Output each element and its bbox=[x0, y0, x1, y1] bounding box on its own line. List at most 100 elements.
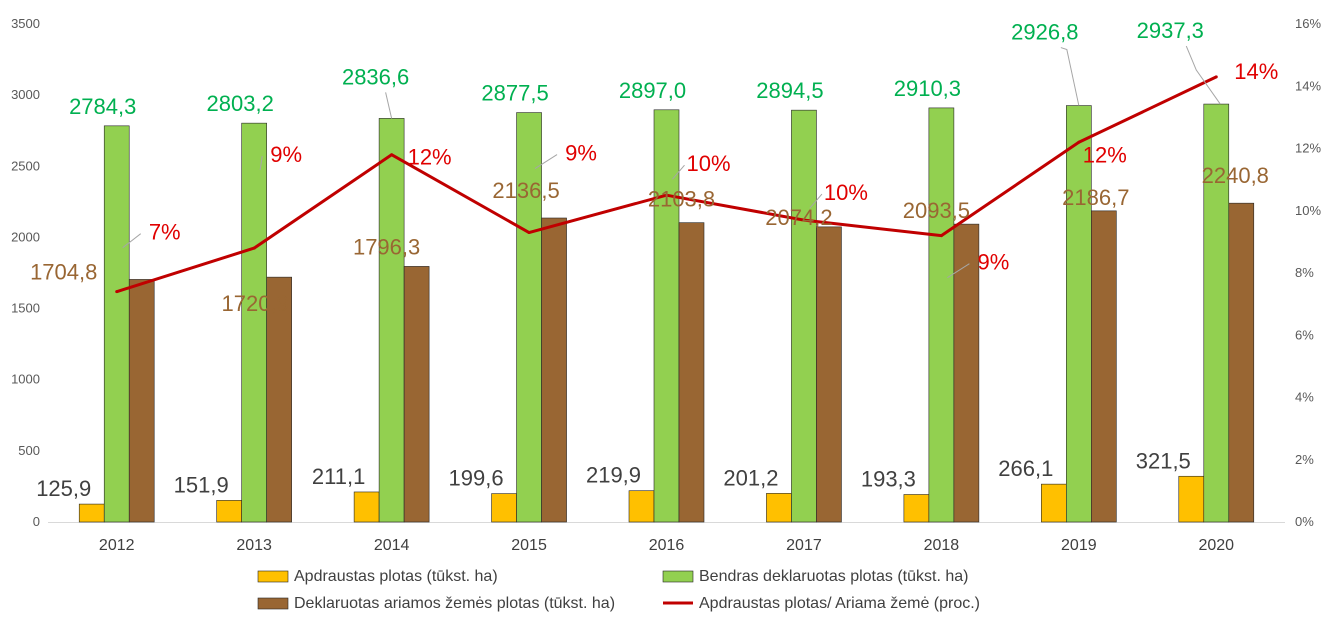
y-right-tick-label: 14% bbox=[1295, 78, 1321, 93]
legend-label: Bendras deklaruotas plotas (tūkst. ha) bbox=[699, 568, 968, 585]
insured-area-label: 321,5 bbox=[1136, 448, 1191, 473]
data-labels-layer: 125,9 151,9 211,1 199,6 219,9 201,2 193,3 266,1… bbox=[30, 18, 1278, 501]
ratio-line-point bbox=[1077, 140, 1081, 144]
y-left-tick-label: 2500 bbox=[11, 158, 40, 173]
y-right-tick-label: 2% bbox=[1295, 452, 1314, 467]
y-right-tick-label: 0% bbox=[1295, 514, 1314, 529]
ratio-label: 9% bbox=[977, 250, 1009, 275]
y-right-tick-label: 8% bbox=[1295, 265, 1314, 280]
legend-swatch bbox=[257, 597, 289, 610]
total-declared-label: 2926,8 bbox=[1011, 20, 1078, 45]
arable-declared-bar bbox=[1228, 202, 1255, 523]
label-leader-line bbox=[947, 263, 970, 279]
total-declared-bar bbox=[791, 109, 817, 523]
legend: Apdraustas plotas (tūkst. ha) Bendras dek… bbox=[257, 568, 980, 612]
bars-layer bbox=[78, 103, 1255, 523]
total-declared-label: 2897,0 bbox=[619, 78, 686, 103]
arable-declared-label: 2093,5 bbox=[903, 198, 970, 223]
total-declared-label: 2784,3 bbox=[69, 94, 136, 119]
arable-declared-label: 2103,8 bbox=[648, 187, 715, 212]
arable-declared-label: 2074,2 bbox=[765, 205, 832, 230]
arable-declared-bar bbox=[816, 226, 842, 523]
insured-area-bar bbox=[903, 494, 930, 523]
x-tick-label: 2018 bbox=[924, 537, 960, 554]
insured-area-label: 201,2 bbox=[723, 465, 778, 490]
x-tick-label: 2019 bbox=[1061, 537, 1097, 554]
legend-item: Bendras deklaruotas plotas (tūkst. ha) bbox=[662, 568, 968, 585]
arable-declared-bar bbox=[678, 222, 705, 523]
insured-area-label: 199,6 bbox=[449, 466, 504, 491]
total-declared-label: 2836,6 bbox=[342, 64, 409, 89]
arable-declared-label: 2240,8 bbox=[1202, 163, 1269, 188]
x-tick-label: 2013 bbox=[236, 537, 272, 554]
legend-label: Deklaruotas ariamos žemės plotas (tūkst.… bbox=[294, 595, 615, 612]
insured-area-bar bbox=[1041, 483, 1067, 523]
ratio-label: 12% bbox=[408, 145, 452, 170]
label-leader-line bbox=[1060, 47, 1080, 106]
label-leader-line bbox=[122, 233, 142, 249]
arable-declared-label: 2136,5 bbox=[492, 178, 559, 203]
ratio-label: 10% bbox=[686, 151, 730, 176]
total-declared-label: 2910,3 bbox=[894, 76, 961, 101]
ratio-label: 14% bbox=[1234, 59, 1278, 84]
y-right-tick-label: 16% bbox=[1295, 16, 1321, 31]
label-leader-line bbox=[672, 164, 685, 180]
ratio-label: 9% bbox=[565, 141, 597, 166]
arable-declared-label: 1796,3 bbox=[353, 234, 420, 259]
axes-layer: 0 500 1000 1500 2000 2500 3000 3500 0% 2% 4% 6% 8% 10… bbox=[11, 16, 1321, 554]
arable-declared-bar bbox=[266, 276, 292, 523]
insured-area-label: 219,9 bbox=[586, 463, 641, 488]
arable-declared-label: 1720,9 bbox=[222, 291, 289, 316]
total-declared-bar bbox=[103, 125, 130, 523]
legend-swatch bbox=[257, 570, 289, 583]
y-left-tick-label: 1000 bbox=[11, 372, 40, 387]
total-declared-label: 2803,2 bbox=[207, 91, 274, 116]
ratio-label: 12% bbox=[1083, 142, 1127, 167]
insured-area-label: 125,9 bbox=[36, 476, 91, 501]
ratio-line-point bbox=[1214, 75, 1218, 79]
y-right-tick-label: 4% bbox=[1295, 390, 1314, 405]
arable-declared-bar bbox=[1091, 210, 1117, 523]
legend-item: Deklaruotas ariamos žemės plotas (tūkst.… bbox=[257, 595, 615, 612]
insured-area-label: 151,9 bbox=[174, 472, 229, 497]
ratio-line-point bbox=[390, 153, 394, 157]
total-declared-bar bbox=[1203, 103, 1230, 523]
total-declared-bar bbox=[1066, 105, 1092, 523]
arable-declared-label: 1704,8 bbox=[30, 259, 97, 284]
ratio-line-point bbox=[115, 290, 119, 294]
x-tick-label: 2020 bbox=[1198, 537, 1234, 554]
insured-area-label: 193,3 bbox=[861, 466, 916, 491]
x-tick-label: 2017 bbox=[786, 537, 822, 554]
insured-area-bar bbox=[628, 490, 655, 523]
total-declared-bar bbox=[653, 109, 680, 523]
x-tick-label: 2016 bbox=[649, 537, 685, 554]
legend-item: Apdraustas plotas (tūkst. ha) bbox=[257, 568, 498, 585]
arable-declared-bar bbox=[128, 279, 155, 523]
y-left-tick-label: 500 bbox=[18, 443, 40, 458]
ratio-line-point bbox=[665, 193, 668, 197]
total-declared-bar bbox=[378, 118, 405, 523]
label-leader-line bbox=[259, 156, 263, 171]
y-right-tick-label: 6% bbox=[1295, 327, 1314, 342]
x-tick-label: 2012 bbox=[99, 537, 135, 554]
y-left-tick-label: 3000 bbox=[11, 87, 40, 102]
arable-declared-label: 2186,7 bbox=[1062, 185, 1129, 210]
ratio-line-point bbox=[252, 246, 256, 250]
total-declared-label: 2894,5 bbox=[756, 78, 823, 103]
label-leader-line bbox=[385, 92, 393, 119]
insured-area-bar bbox=[216, 500, 242, 523]
y-left-tick-label: 1500 bbox=[11, 301, 40, 316]
ratio-label: 10% bbox=[824, 180, 868, 205]
total-declared-bar bbox=[516, 112, 542, 523]
arable-declared-bar bbox=[541, 217, 567, 523]
insured-area-label: 211,1 bbox=[312, 464, 365, 489]
label-leader-line bbox=[1185, 45, 1221, 105]
x-tick-label: 2014 bbox=[374, 537, 410, 554]
y-right-tick-label: 10% bbox=[1295, 203, 1321, 218]
total-declared-label: 2937,3 bbox=[1137, 18, 1204, 43]
ratio-label: 7% bbox=[149, 220, 181, 245]
line-layer bbox=[115, 75, 1218, 294]
y-right-tick-label: 12% bbox=[1295, 141, 1321, 156]
